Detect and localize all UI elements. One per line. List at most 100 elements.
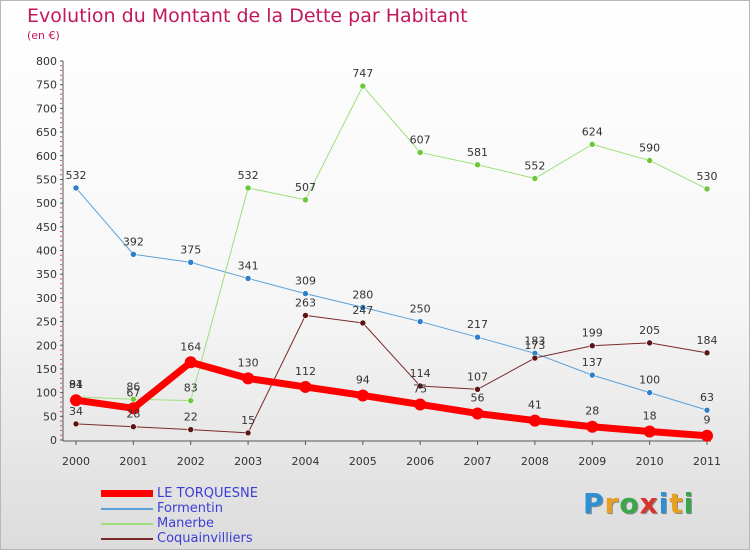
y-minor-tick bbox=[60, 396, 62, 398]
data-label-manerbe: 530 bbox=[697, 170, 718, 183]
y-minor-tick bbox=[60, 434, 62, 436]
data-label-coquainvilliers: 199 bbox=[582, 327, 603, 340]
data-label-formentin: 100 bbox=[639, 374, 660, 387]
y-minor-tick bbox=[60, 174, 62, 176]
data-label-le-torquesne: 9 bbox=[704, 414, 711, 427]
data-point-le-torquesne bbox=[701, 429, 713, 442]
data-label-coquainvilliers: 263 bbox=[295, 296, 316, 309]
data-label-manerbe: 590 bbox=[639, 141, 660, 154]
data-label-manerbe: 581 bbox=[467, 146, 488, 159]
y-minor-tick bbox=[60, 377, 62, 379]
y-minor-tick bbox=[60, 141, 62, 143]
data-point-formentin bbox=[130, 250, 137, 258]
y-tick-label: 300 bbox=[36, 292, 57, 305]
y-minor-tick bbox=[60, 287, 62, 289]
data-point-le-torquesne bbox=[70, 394, 82, 407]
y-minor-tick bbox=[60, 363, 62, 365]
data-label-le-torquesne: 130 bbox=[238, 356, 259, 369]
y-minor-tick bbox=[60, 126, 62, 128]
y-minor-tick bbox=[60, 112, 62, 114]
data-label-formentin: 532 bbox=[66, 169, 87, 182]
y-minor-tick bbox=[60, 259, 62, 261]
y-minor-tick bbox=[60, 212, 62, 214]
y-minor-tick bbox=[60, 207, 62, 209]
y-tick-label: 350 bbox=[36, 268, 57, 281]
x-tick-label: 2008 bbox=[521, 455, 549, 468]
legend-item: LE TORQUESNE bbox=[101, 486, 258, 501]
data-point-manerbe bbox=[474, 161, 481, 169]
data-point-formentin bbox=[474, 333, 481, 341]
data-point-manerbe bbox=[187, 397, 195, 404]
data-label-le-torquesne: 164 bbox=[180, 340, 201, 353]
legend-label: LE TORQUESNE bbox=[157, 486, 258, 501]
data-point-formentin bbox=[72, 184, 80, 192]
y-minor-tick bbox=[60, 150, 62, 152]
x-tick-label: 2000 bbox=[62, 455, 90, 468]
series-line-le-torquesne bbox=[72, 358, 711, 440]
data-point-le-torquesne bbox=[184, 356, 197, 369]
series-line-formentin bbox=[75, 187, 708, 411]
data-label-le-torquesne: 84 bbox=[69, 378, 83, 391]
data-label-le-torquesne: 18 bbox=[643, 409, 657, 422]
y-minor-tick bbox=[60, 221, 62, 223]
y-minor-tick bbox=[60, 349, 62, 351]
data-label-coquainvilliers: 184 bbox=[697, 334, 718, 347]
y-minor-tick bbox=[60, 74, 62, 76]
y-minor-tick bbox=[60, 358, 62, 360]
data-point-formentin bbox=[244, 275, 252, 282]
y-minor-tick bbox=[60, 387, 62, 389]
y-minor-tick bbox=[60, 183, 62, 185]
logo-letter: t bbox=[669, 487, 684, 520]
legend-swatch bbox=[101, 507, 153, 510]
y-minor-tick bbox=[60, 283, 62, 285]
y-minor-tick bbox=[60, 340, 62, 342]
data-label-le-torquesne: 56 bbox=[471, 391, 485, 404]
series-line-coquainvilliers bbox=[75, 314, 708, 434]
data-point-formentin bbox=[359, 304, 367, 311]
y-tick-label: 400 bbox=[36, 245, 57, 258]
y-minor-tick bbox=[60, 235, 62, 237]
data-point-coquainvilliers bbox=[302, 312, 309, 319]
y-minor-tick bbox=[60, 193, 62, 195]
y-tick-label: 650 bbox=[36, 126, 57, 139]
chart-subtitle: (en €) bbox=[27, 29, 60, 42]
data-point-coquainvilliers bbox=[646, 339, 653, 347]
y-tick-label: 600 bbox=[36, 150, 57, 163]
data-label-manerbe: 507 bbox=[295, 181, 316, 194]
logo-letter: x bbox=[639, 487, 659, 520]
data-point-manerbe bbox=[646, 157, 653, 164]
data-point-le-torquesne bbox=[127, 402, 140, 415]
legend-label: Formentin bbox=[157, 501, 223, 516]
legend-swatch bbox=[101, 490, 153, 497]
legend-swatch bbox=[101, 537, 153, 540]
data-label-coquainvilliers: 28 bbox=[126, 408, 140, 421]
y-minor-tick bbox=[60, 164, 62, 166]
data-label-le-torquesne: 41 bbox=[528, 399, 542, 412]
y-tick-label: 200 bbox=[36, 339, 57, 352]
data-point-le-torquesne bbox=[414, 398, 427, 411]
data-point-manerbe bbox=[588, 141, 596, 148]
y-minor-tick bbox=[60, 382, 62, 384]
y-minor-tick bbox=[60, 292, 62, 294]
data-label-formentin: 341 bbox=[238, 259, 259, 272]
y-minor-tick bbox=[60, 103, 62, 105]
y-minor-tick bbox=[60, 145, 62, 147]
y-minor-tick bbox=[60, 65, 62, 67]
data-point-coquainvilliers bbox=[474, 386, 481, 393]
data-label-le-torquesne: 67 bbox=[126, 386, 140, 399]
y-tick-label: 550 bbox=[36, 173, 57, 186]
data-point-coquainvilliers bbox=[588, 342, 596, 350]
x-tick-label: 2007 bbox=[464, 455, 492, 468]
y-minor-tick bbox=[60, 420, 62, 422]
data-label-manerbe: 86 bbox=[126, 380, 140, 393]
y-minor-tick bbox=[60, 311, 62, 313]
y-minor-tick bbox=[60, 93, 62, 95]
y-tick-label: 800 bbox=[36, 55, 57, 68]
y-minor-tick bbox=[60, 69, 62, 71]
y-minor-tick bbox=[60, 373, 62, 375]
y-tick-label: 500 bbox=[36, 197, 57, 210]
y-tick-label: 700 bbox=[36, 102, 57, 115]
data-label-formentin: 375 bbox=[180, 243, 201, 256]
